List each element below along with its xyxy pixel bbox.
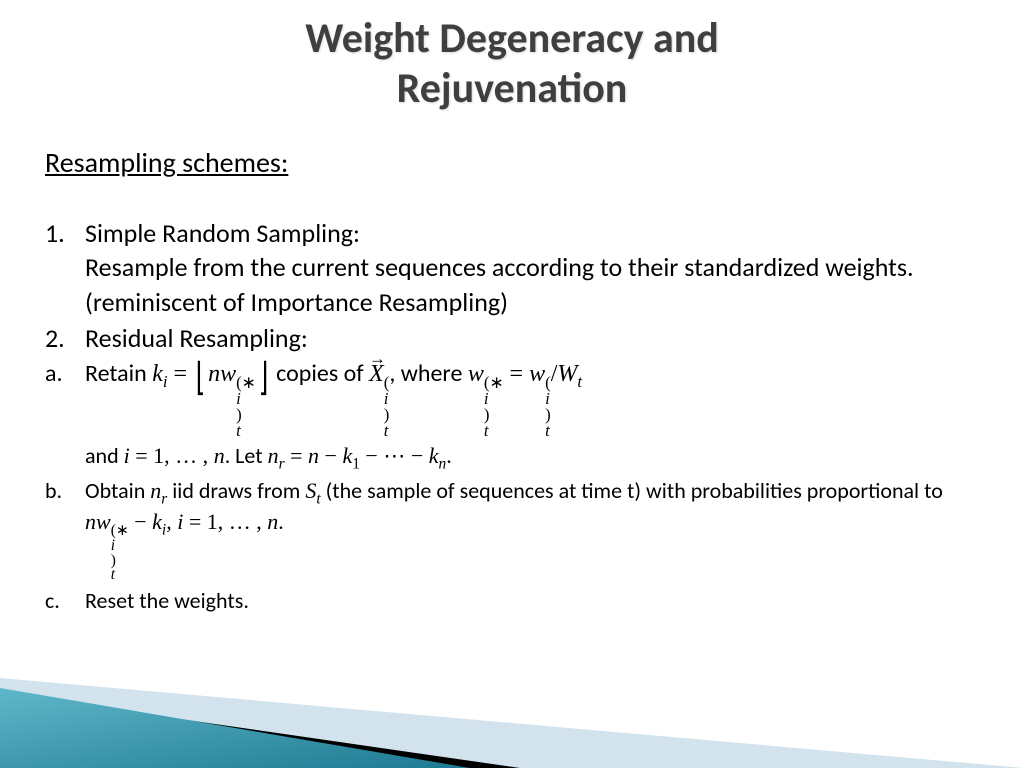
slide: Weight Degeneracy and Rejuvenation Resam… — [0, 0, 1024, 768]
math-i-range: i = 1, … , n. — [124, 443, 231, 468]
slide-title: Weight Degeneracy and Rejuvenation — [0, 0, 1024, 113]
sub-c-text: Reset the weights. — [85, 585, 965, 616]
math-ki-eq: ki = ⌊nw(∗i)t⌋ — [152, 361, 271, 387]
sub-a-mid2: , where — [389, 359, 468, 388]
sub-b: b. Obtain nr iid draws from St (the samp… — [45, 475, 985, 583]
sub-a-line2b: Let — [235, 442, 267, 469]
title-line-1: Weight Degeneracy and — [305, 13, 719, 64]
sub-a: a. Retain ki = ⌊nw(∗i)t⌋ copies of X(i)t… — [45, 357, 985, 473]
item-2-heading: Residual Resampling: — [85, 322, 308, 354]
math-Xti: X(i)t — [369, 361, 389, 387]
corner-accent — [0, 618, 1024, 768]
sub-a-line2a: and — [85, 442, 124, 469]
math-nr-def: nr = n − k1 − ⋯ − kn. — [268, 443, 452, 468]
item-1-number: 1. — [45, 216, 85, 250]
main-list: 1. Simple Random Sampling: Resample from… — [45, 216, 985, 355]
sub-a-mid1: copies of — [271, 359, 369, 388]
slide-content: Resampling schemes: 1. Simple Random Sam… — [45, 145, 985, 618]
item-1: 1. Simple Random Sampling: Resample from… — [45, 216, 985, 319]
sub-c-number: c. — [45, 585, 85, 616]
math-w-def: w(∗i)t = w(i)t/Wt — [468, 361, 582, 387]
item-1-heading: Simple Random Sampling: — [85, 217, 360, 249]
sub-a-lead: Retain — [85, 359, 152, 388]
sub-a-number: a. — [45, 357, 85, 391]
item-1-body: Resample from the current sequences acco… — [85, 251, 914, 317]
sub-c: c.Reset the weights. — [45, 585, 985, 616]
math-nr: nr — [150, 478, 167, 503]
sub-b-mid1: iid draws from — [167, 477, 305, 504]
math-St: St — [305, 478, 320, 503]
sub-b-mid2: (the sample of sequences at time t) with… — [321, 477, 943, 504]
title-line-2: Rejuvenation — [397, 63, 628, 114]
sub-list: a. Retain ki = ⌊nw(∗i)t⌋ copies of X(i)t… — [45, 357, 985, 616]
item-2-number: 2. — [45, 321, 85, 355]
math-prop: nw(∗i)t − ki, i = 1, … , n. — [85, 509, 284, 534]
item-2: 2. Residual Resampling: — [45, 321, 985, 355]
sub-b-lead: Obtain — [85, 477, 150, 504]
sub-b-number: b. — [45, 475, 85, 506]
section-heading: Resampling schemes: — [45, 145, 985, 180]
